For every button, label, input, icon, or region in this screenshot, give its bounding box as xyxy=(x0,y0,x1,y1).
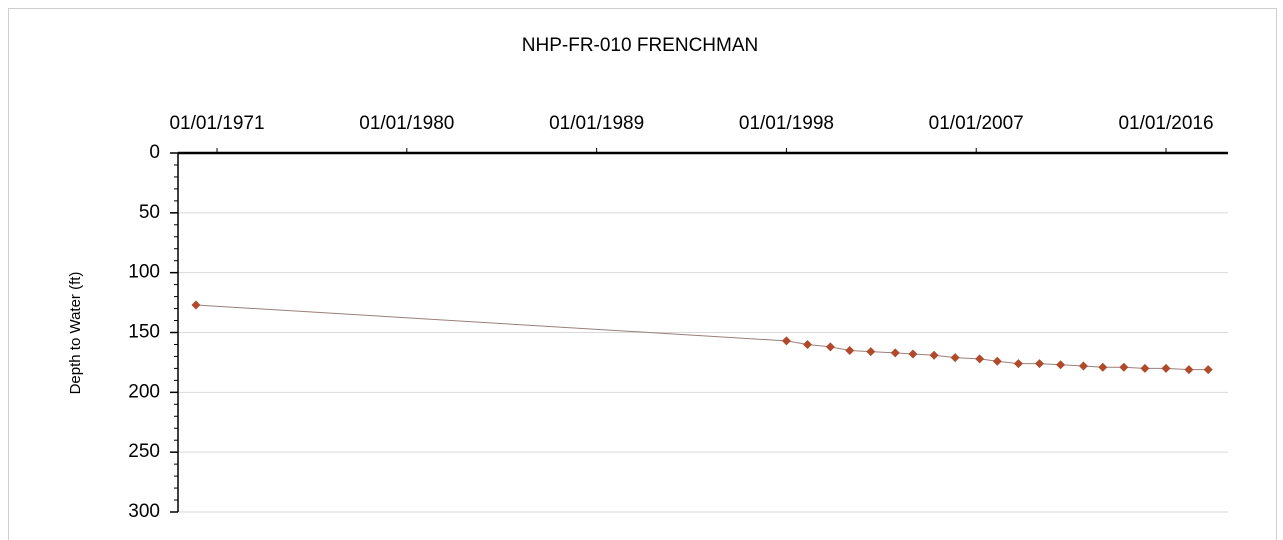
data-point xyxy=(992,356,1002,366)
data-point xyxy=(908,349,918,359)
data-point xyxy=(1034,359,1044,369)
x-tick-label: 01/01/2007 xyxy=(929,113,1024,134)
y-tick-label: 200 xyxy=(128,381,160,402)
x-tick-label: 01/01/1998 xyxy=(739,113,834,134)
y-tick-label: 0 xyxy=(149,142,160,163)
data-point xyxy=(1184,365,1194,375)
y-axis-label: Depth to Water (ft) xyxy=(67,272,84,395)
x-tick-label: 01/01/1971 xyxy=(169,113,264,134)
frame xyxy=(8,8,1277,540)
data-point xyxy=(1140,363,1150,373)
chart-title: NHP-FR-010 FRENCHMAN xyxy=(522,35,758,56)
y-tick-label: 300 xyxy=(128,501,160,522)
data-point xyxy=(191,300,201,310)
data-point xyxy=(1013,359,1023,369)
data-point xyxy=(1056,360,1066,370)
series-line xyxy=(195,304,1209,371)
x-tick-label: 01/01/1980 xyxy=(359,113,454,134)
data-point xyxy=(866,347,876,357)
data-point xyxy=(975,354,985,364)
data-point xyxy=(825,342,835,352)
data-point xyxy=(1203,365,1213,375)
data-point xyxy=(803,339,813,349)
data-point xyxy=(1098,362,1108,372)
data-point xyxy=(781,336,791,346)
y-tick-label: 50 xyxy=(139,202,160,223)
data-point xyxy=(929,350,939,360)
x-tick-label: 01/01/2016 xyxy=(1118,113,1213,134)
data-point xyxy=(845,345,855,355)
data-point xyxy=(1119,362,1129,372)
data-point xyxy=(1161,363,1171,373)
x-tick-label: 01/01/1989 xyxy=(549,113,644,134)
data-point xyxy=(950,353,960,363)
y-tick-label: 150 xyxy=(128,322,160,343)
y-tick-label: 100 xyxy=(128,262,160,283)
y-tick-label: 250 xyxy=(128,441,160,462)
data-point xyxy=(1078,361,1088,371)
data-point xyxy=(890,348,900,358)
